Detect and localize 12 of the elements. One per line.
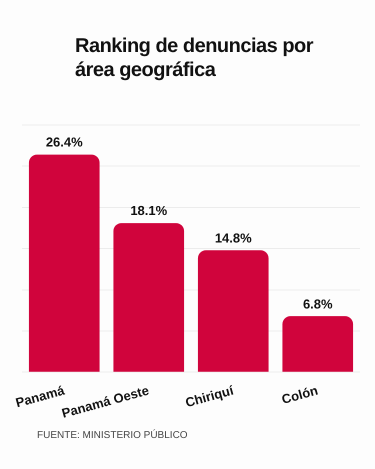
bar: [282, 316, 354, 372]
source-note: FUENTE: MINISTERIO PÚBLICO: [37, 430, 188, 441]
x-tick-label: Chiriquí: [184, 382, 236, 410]
x-tick-label: Colón: [280, 382, 320, 407]
data-label: 14.8%: [214, 230, 252, 246]
data-label: 6.8%: [302, 296, 333, 312]
data-label: 18.1%: [130, 203, 168, 218]
bar: [198, 250, 269, 372]
data-label: 26.4%: [46, 134, 84, 150]
bar: [28, 154, 100, 372]
bar: [113, 223, 184, 372]
chart-title: Ranking de denuncias por área geográfica: [75, 34, 314, 82]
